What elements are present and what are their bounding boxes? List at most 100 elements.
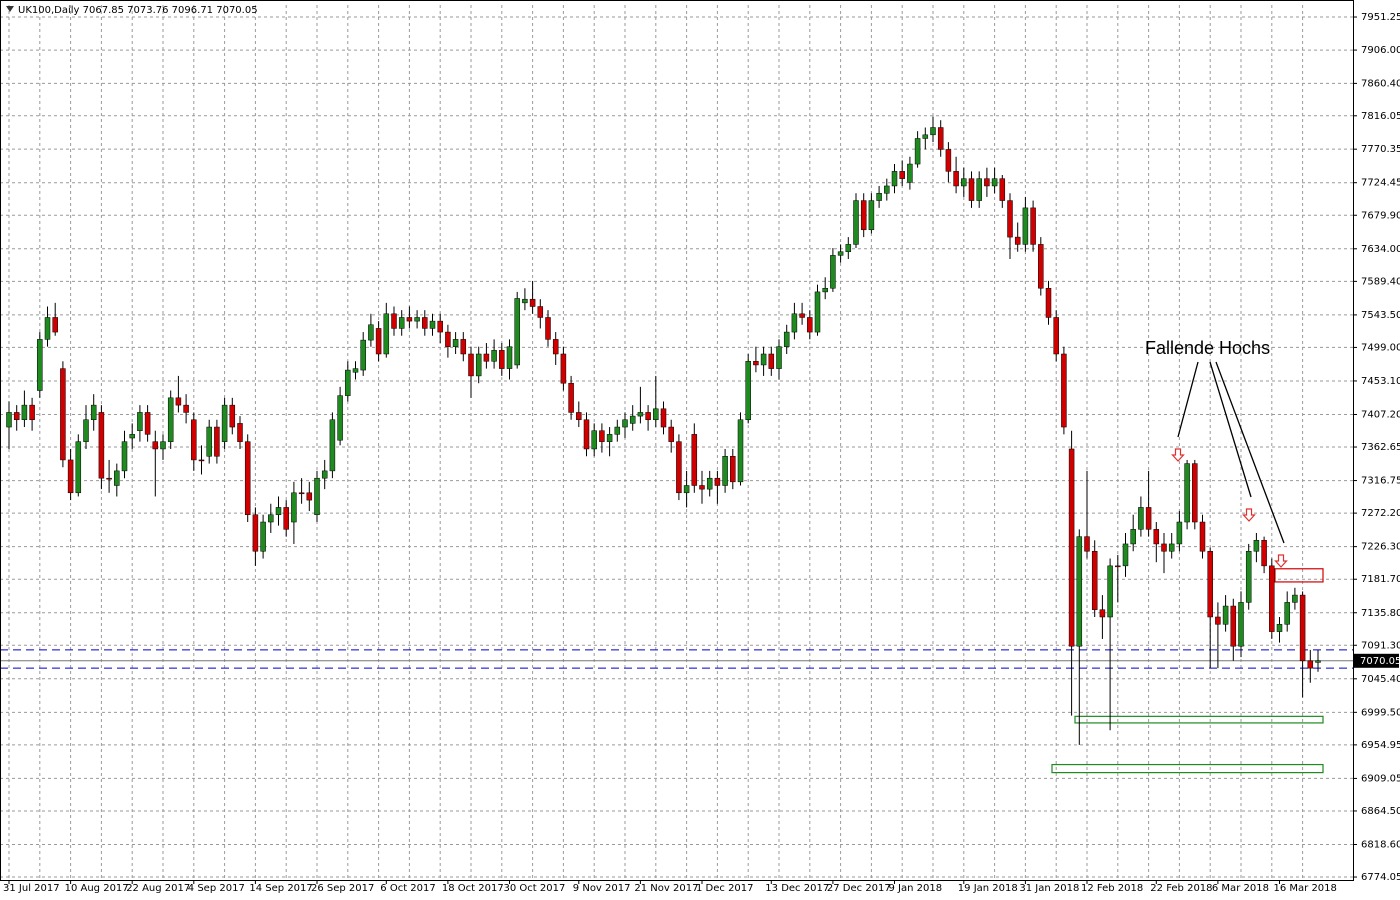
- candle-body: [1084, 536, 1090, 552]
- candle-body: [599, 430, 605, 442]
- candle-body: [999, 178, 1006, 201]
- candle-body: [90, 404, 97, 420]
- candle-body: [691, 434, 698, 486]
- candle-body: [529, 298, 536, 307]
- candle-body: [622, 419, 628, 428]
- pointer-line: [1215, 361, 1285, 544]
- candle-body: [1045, 287, 1052, 318]
- x-tick-label: 16 Mar 2018: [1274, 883, 1337, 894]
- candle-body: [75, 441, 82, 494]
- candle-body: [1007, 200, 1013, 238]
- candle-body: [899, 171, 905, 179]
- y-tick-label: 6909.05: [1361, 773, 1400, 784]
- x-tick-label: 31 Jul 2017: [3, 883, 60, 894]
- candle-body: [1038, 244, 1044, 289]
- candle-body: [252, 514, 259, 552]
- x-tick-label: 6 Mar 2018: [1212, 883, 1269, 894]
- candle-body: [1014, 236, 1021, 245]
- candle-body: [429, 320, 436, 329]
- candle-body: [814, 291, 821, 333]
- candle-body: [321, 470, 328, 479]
- candle-body: [191, 419, 197, 461]
- candle-body: [229, 404, 236, 428]
- y-tick-label: 6818.60: [1361, 839, 1400, 850]
- candle-body: [706, 477, 713, 490]
- candle-body: [499, 350, 505, 369]
- x-tick-label: 27 Dec 2017: [827, 883, 891, 894]
- x-tick-label: 22 Feb 2018: [1150, 883, 1212, 894]
- price-zone: [1051, 763, 1324, 774]
- candle-body: [21, 404, 28, 420]
- x-tick-label: 10 Aug 2017: [65, 883, 129, 894]
- candle-body: [1022, 207, 1029, 245]
- candle-body: [1238, 602, 1244, 647]
- last-price-label: 7070.05: [1360, 656, 1400, 667]
- down-arrow: [1242, 508, 1256, 522]
- candle-body: [714, 477, 721, 486]
- y-tick-label: 7543.50: [1361, 310, 1400, 321]
- candle-body: [106, 477, 112, 480]
- y-tick-label: 7226.30: [1361, 542, 1400, 553]
- y-tick-label: 6864.50: [1361, 806, 1400, 817]
- candle-body: [237, 423, 243, 442]
- x-tick-label: 21 Nov 2017: [634, 883, 698, 894]
- candle-body: [799, 313, 805, 318]
- y-tick-label: 6774.05: [1361, 872, 1400, 883]
- x-tick-label: 9 Nov 2017: [573, 883, 631, 894]
- y-tick-label: 7724.45: [1361, 178, 1400, 189]
- candle-body: [968, 178, 975, 201]
- candles: [6, 116, 1321, 745]
- candle-body: [699, 485, 705, 490]
- candle-body: [206, 426, 212, 457]
- y-tick-label: 7362.65: [1361, 442, 1400, 453]
- candle-body: [953, 171, 959, 187]
- candle-body: [668, 426, 674, 442]
- candle-body: [1253, 540, 1260, 552]
- y-tick-label: 7906.00: [1361, 45, 1400, 56]
- candle-body: [776, 346, 782, 369]
- candle-body: [614, 426, 621, 435]
- candle-body: [1061, 353, 1067, 428]
- candle-body: [522, 298, 528, 304]
- candle-body: [676, 441, 682, 494]
- candle-body: [167, 397, 174, 442]
- candle-body: [583, 419, 590, 450]
- candle-body: [398, 317, 405, 329]
- x-tick-label: 22 Aug 2017: [126, 883, 190, 894]
- y-tick-label: 7045.40: [1361, 674, 1400, 685]
- candle-body: [845, 244, 852, 252]
- candle-body: [591, 430, 597, 450]
- candle-body: [83, 419, 89, 442]
- annotation-text: Fallende Hochs: [1145, 338, 1270, 358]
- candle-body: [275, 507, 282, 515]
- candle-body: [722, 456, 728, 486]
- x-tick-label: 1 Dec 2017: [696, 883, 754, 894]
- candle-body: [391, 313, 397, 329]
- candle-body: [1130, 529, 1136, 545]
- candle-body: [537, 306, 544, 318]
- plot-frame: [0, 0, 1354, 881]
- candle-body: [822, 287, 828, 293]
- candle-body: [137, 412, 143, 431]
- candle-body: [1276, 624, 1283, 632]
- pointer-line: [1177, 361, 1199, 438]
- candle-body: [1315, 660, 1321, 663]
- x-tick-label: 6 Oct 2017: [380, 883, 435, 894]
- candle-body: [1199, 521, 1206, 552]
- candle-body: [13, 412, 20, 420]
- candle-body: [976, 178, 982, 201]
- candle-body: [306, 492, 313, 501]
- candle-body: [783, 331, 790, 347]
- candle-body: [760, 353, 767, 366]
- candle-body: [268, 514, 274, 523]
- candle-body: [922, 134, 929, 139]
- candle-body: [483, 353, 490, 362]
- candle-body: [198, 459, 205, 462]
- candle-body: [1207, 550, 1213, 618]
- candle-body: [29, 404, 35, 420]
- y-tick-label: 6954.95: [1361, 740, 1400, 751]
- candle-body: [753, 361, 759, 366]
- candle-body: [144, 412, 151, 435]
- candle-body: [1168, 543, 1175, 552]
- candle-body: [44, 317, 51, 340]
